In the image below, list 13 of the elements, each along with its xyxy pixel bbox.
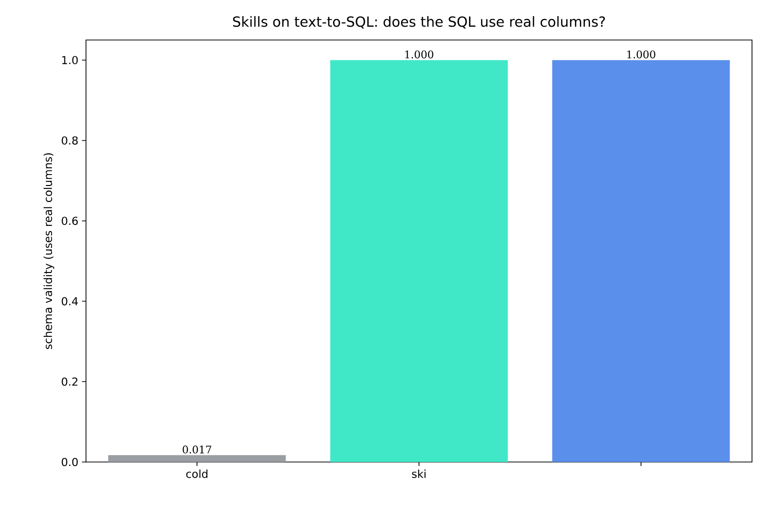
y-tick-label: 0.8 <box>62 136 78 145</box>
data-label: 0.017 <box>182 446 212 454</box>
y-tick-label: 0.2 <box>62 377 78 386</box>
x-tick-label: ski <box>412 470 426 478</box>
data-label: 1.000 <box>405 50 434 58</box>
x-tick-label: cold <box>186 470 208 478</box>
y-tick-label: 1.0 <box>62 56 78 64</box>
y-tick-label: 0.0 <box>62 458 78 466</box>
y-axis-title: schema validity (uses real columns) <box>44 153 54 350</box>
y-tick-label: 0.6 <box>62 216 78 225</box>
chart-title: Skills on text-to-SQL: does the SQL use real columns? <box>233 16 605 28</box>
y-tick-label: 0.4 <box>62 297 78 306</box>
data-label: 1.000 <box>627 50 656 58</box>
